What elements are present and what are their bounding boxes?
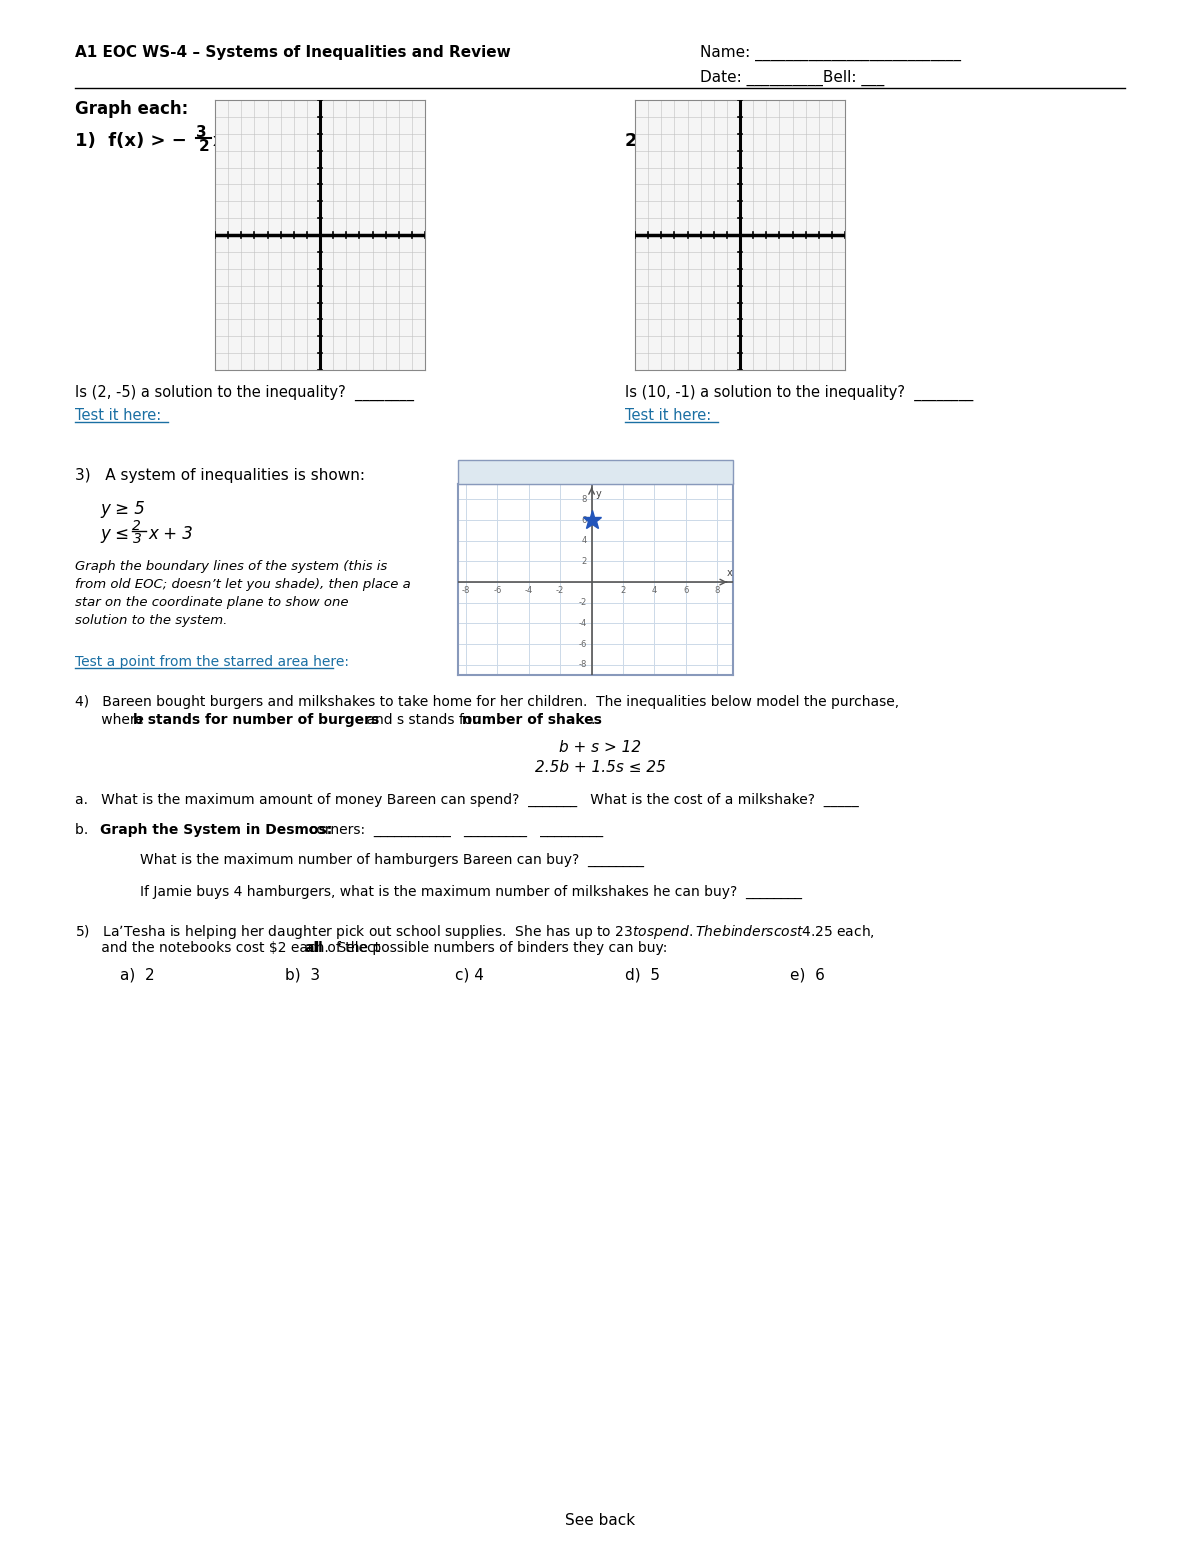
Text: Test it here:: Test it here: xyxy=(74,408,161,422)
Text: 8: 8 xyxy=(582,495,587,505)
Text: A1 EOC WS-4 – Systems of Inequalities and Review: A1 EOC WS-4 – Systems of Inequalities an… xyxy=(74,45,511,61)
Text: 2)  2x - y ≥ 5: 2) 2x - y ≥ 5 xyxy=(625,132,755,151)
Text: and the notebooks cost $2 each.  Select: and the notebooks cost $2 each. Select xyxy=(74,941,385,955)
Text: x: x xyxy=(727,568,732,578)
Text: 2: 2 xyxy=(620,585,625,595)
Text: b)  3: b) 3 xyxy=(286,968,320,983)
Text: 2: 2 xyxy=(132,519,140,533)
Text: ★: ★ xyxy=(464,463,480,481)
Text: y ≤: y ≤ xyxy=(100,525,134,544)
Text: of the possible numbers of binders they can buy:: of the possible numbers of binders they … xyxy=(323,941,667,955)
Text: e)  6: e) 6 xyxy=(790,968,824,983)
Text: 3: 3 xyxy=(196,124,206,140)
Text: and s stands for: and s stands for xyxy=(362,713,482,727)
Text: 2.5b + 1.5s ≤ 25: 2.5b + 1.5s ≤ 25 xyxy=(534,759,666,775)
Text: -4: -4 xyxy=(524,585,533,595)
Text: -6: -6 xyxy=(578,640,587,649)
Text: 1)  f(x) > −: 1) f(x) > − xyxy=(74,132,187,151)
Text: -2: -2 xyxy=(578,598,587,607)
Text: 4: 4 xyxy=(582,536,587,545)
Text: a)  2: a) 2 xyxy=(120,968,155,983)
Text: solution to the system.: solution to the system. xyxy=(74,613,227,627)
Text: b + s > 12: b + s > 12 xyxy=(559,739,641,755)
Text: 3)   A system of inequalities is shown:: 3) A system of inequalities is shown: xyxy=(74,467,365,483)
Text: y: y xyxy=(595,489,601,499)
Text: ADD TABLE ▾: ADD TABLE ▾ xyxy=(584,467,642,477)
Text: c) 4: c) 4 xyxy=(455,968,484,983)
Text: d)  5: d) 5 xyxy=(625,968,660,983)
Text: 5)   La’Tesha is helping her daughter pick out school supplies.  She has up to $: 5) La’Tesha is helping her daughter pick… xyxy=(74,922,875,941)
Text: Is (10, -1) a solution to the inequality?  ________: Is (10, -1) a solution to the inequality… xyxy=(625,385,973,401)
Text: ADD ARROW ▾: ADD ARROW ▾ xyxy=(654,467,719,477)
Text: Date: __________Bell: ___: Date: __________Bell: ___ xyxy=(700,70,884,87)
Text: -6: -6 xyxy=(493,585,502,595)
Text: Name: ___________________________: Name: ___________________________ xyxy=(700,45,961,61)
Text: 2: 2 xyxy=(582,558,587,565)
Text: x − 2: x − 2 xyxy=(214,132,265,151)
Text: Graph each:: Graph each: xyxy=(74,99,188,118)
Text: 6: 6 xyxy=(683,585,689,595)
Text: number of shakes: number of shakes xyxy=(462,713,602,727)
Text: y ≥ 5: y ≥ 5 xyxy=(100,500,145,519)
Text: What is the maximum number of hamburgers Bareen can buy?  ________: What is the maximum number of hamburgers… xyxy=(140,853,644,867)
Text: Test it here:: Test it here: xyxy=(625,408,712,422)
Text: Is (2, -5) a solution to the inequality?  ________: Is (2, -5) a solution to the inequality?… xyxy=(74,385,414,401)
Text: corners:  ___________   _________   _________: corners: ___________ _________ _________ xyxy=(300,823,604,837)
Text: from old EOC; doesn’t let you shade), then place a: from old EOC; doesn’t let you shade), th… xyxy=(74,578,410,592)
Text: where: where xyxy=(74,713,149,727)
Text: If Jamie buys 4 hamburgers, what is the maximum number of milkshakes he can buy?: If Jamie buys 4 hamburgers, what is the … xyxy=(140,885,802,899)
Text: 8: 8 xyxy=(714,585,720,595)
Text: GRAPH: GRAPH xyxy=(522,467,553,477)
Text: 4: 4 xyxy=(652,585,658,595)
Text: Graph the System in Desmos:: Graph the System in Desmos: xyxy=(100,823,332,837)
Text: 2: 2 xyxy=(199,140,210,154)
Text: star on the coordinate plane to show one: star on the coordinate plane to show one xyxy=(74,596,348,609)
Text: a.   What is the maximum amount of money Bareen can spend?  _______   What is th: a. What is the maximum amount of money B… xyxy=(74,794,859,808)
Text: .: . xyxy=(590,713,594,727)
Text: 3: 3 xyxy=(133,533,142,547)
Text: -4: -4 xyxy=(578,620,587,627)
Text: 4)   Bareen bought burgers and milkshakes to take home for her children.  The in: 4) Bareen bought burgers and milkshakes … xyxy=(74,696,899,710)
Text: x + 3: x + 3 xyxy=(148,525,193,544)
Text: b stands for number of burgers: b stands for number of burgers xyxy=(133,713,379,727)
Text: all: all xyxy=(304,941,323,955)
Text: -8: -8 xyxy=(578,660,587,669)
Text: -2: -2 xyxy=(556,585,564,595)
Text: Graph the boundary lines of the system (this is: Graph the boundary lines of the system (… xyxy=(74,561,388,573)
Text: Test a point from the starred area here:: Test a point from the starred area here: xyxy=(74,655,349,669)
Text: See back: See back xyxy=(565,1513,635,1528)
Text: b.: b. xyxy=(74,823,101,837)
Text: -8: -8 xyxy=(462,585,470,595)
Text: 6: 6 xyxy=(582,516,587,525)
